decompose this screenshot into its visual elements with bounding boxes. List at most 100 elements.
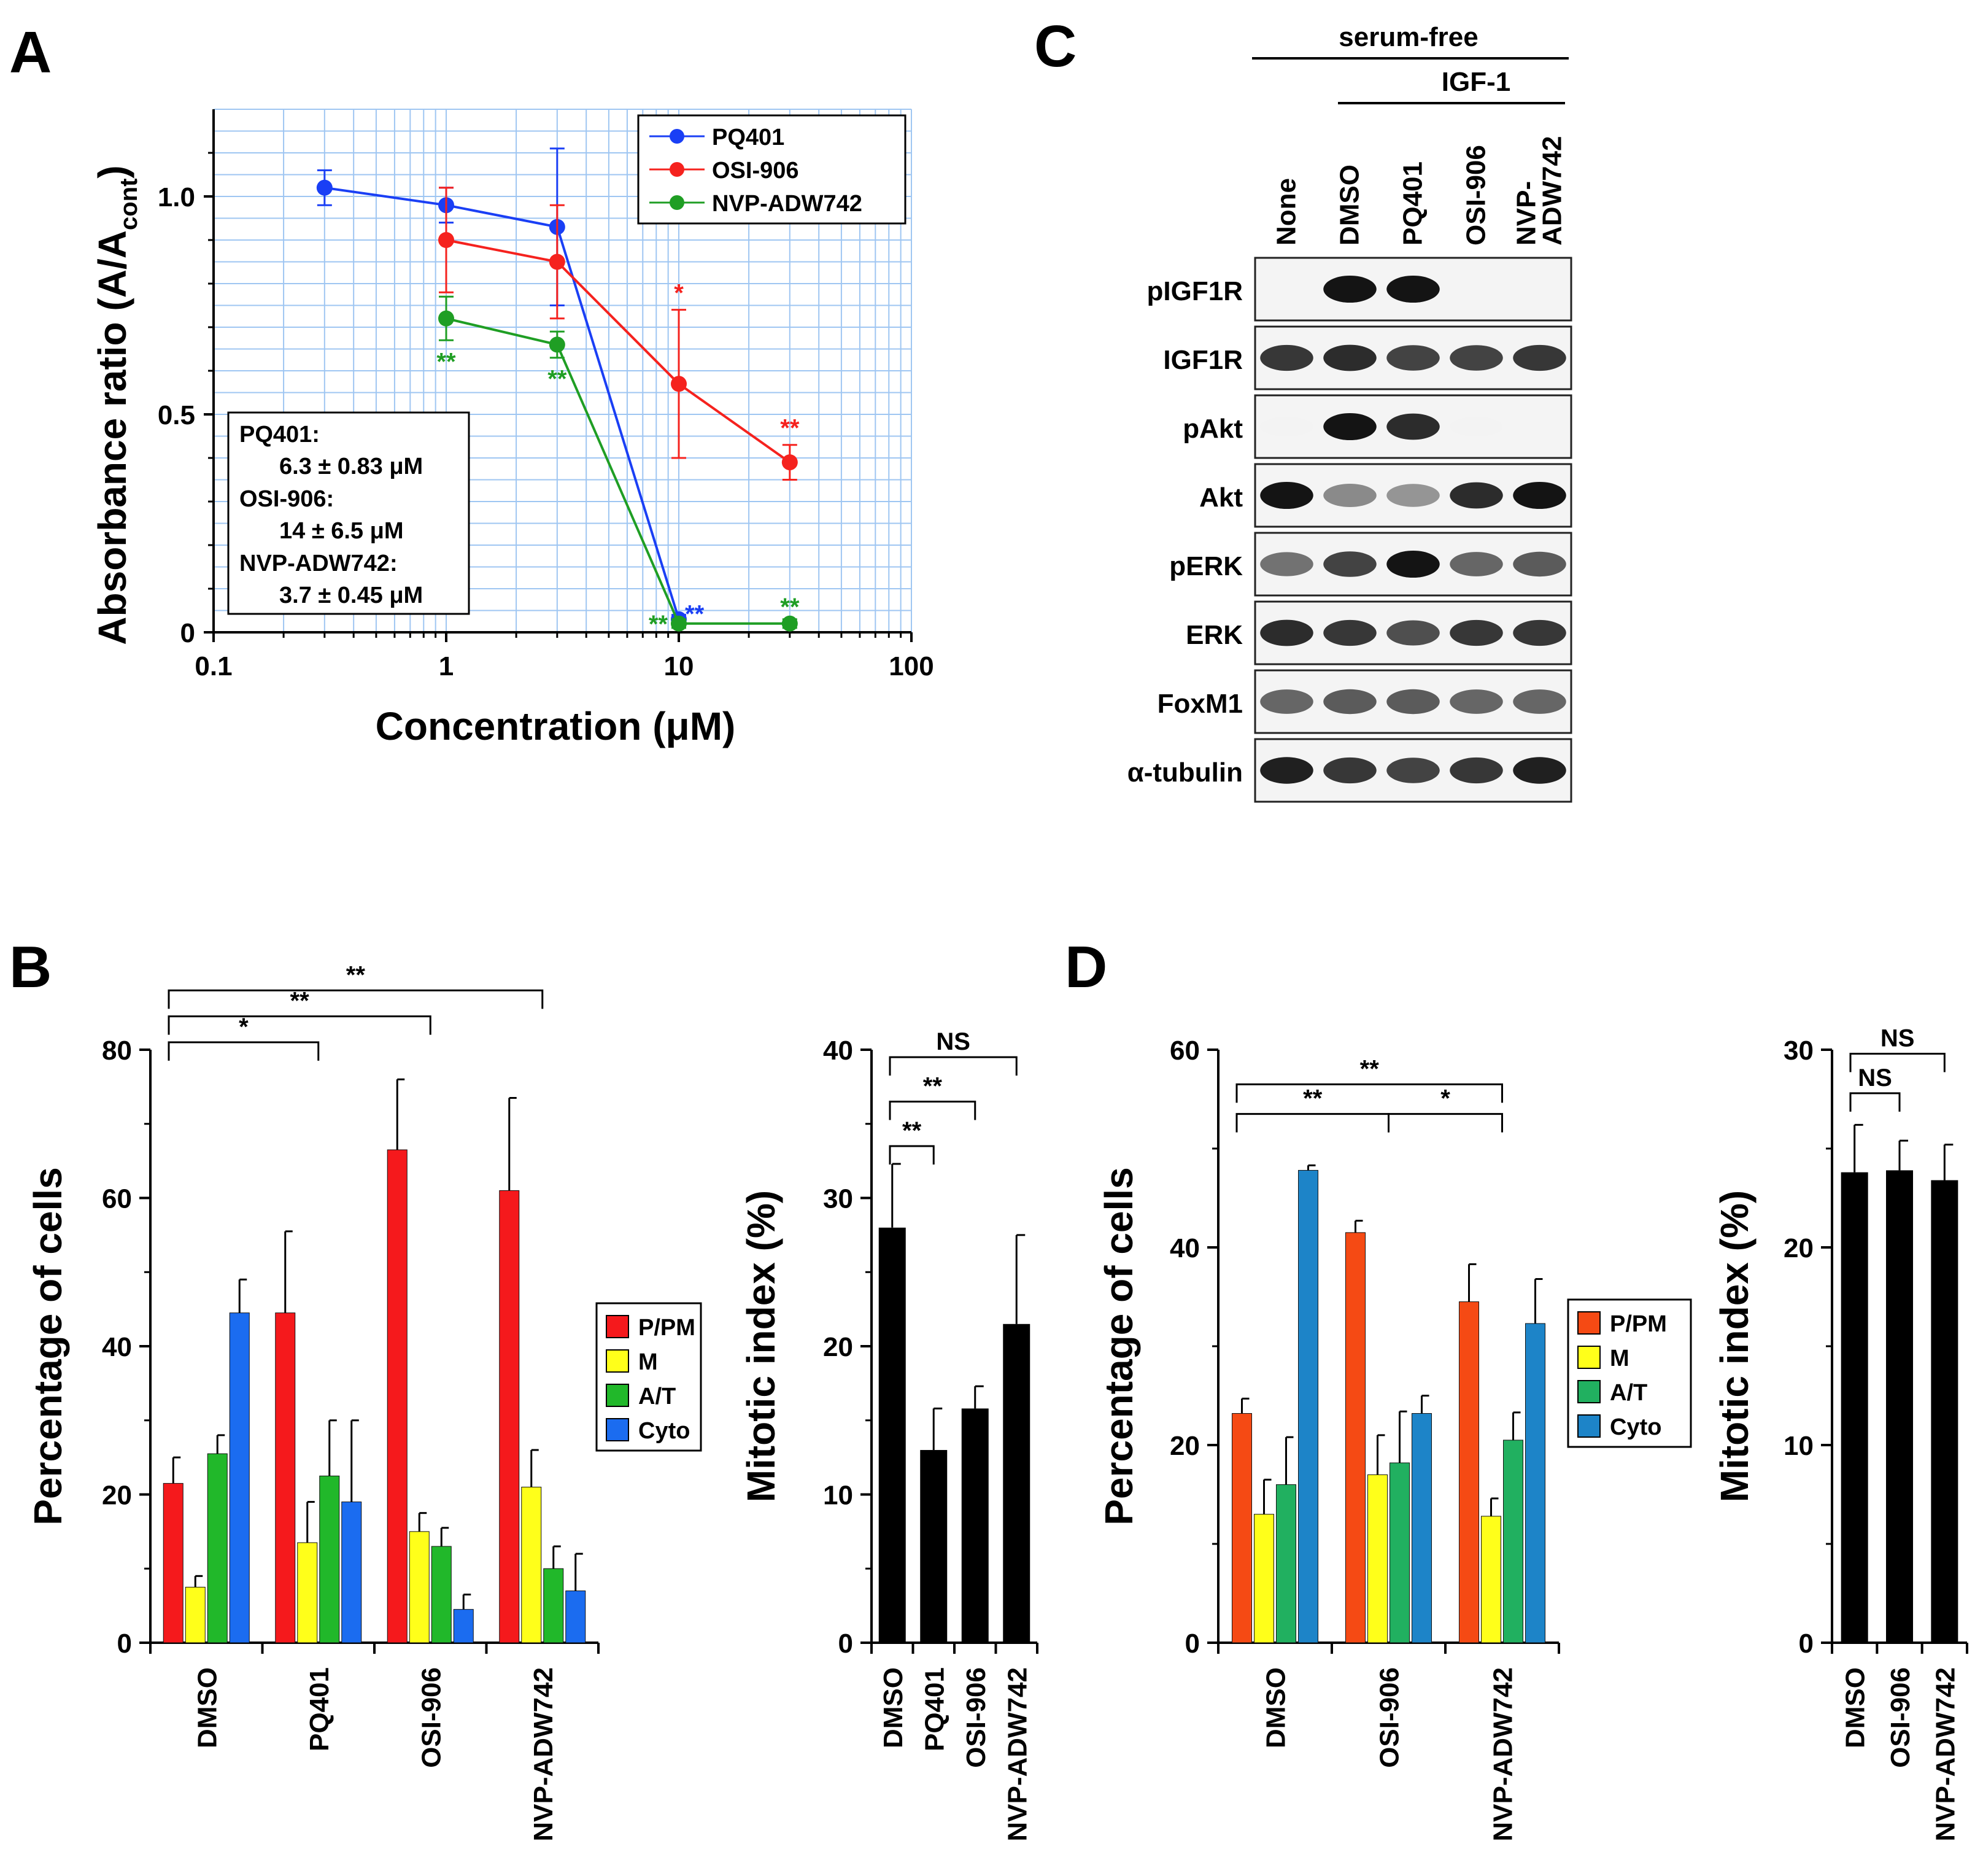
ic50-box-frame <box>227 411 470 615</box>
significance-mark: ** <box>780 594 800 621</box>
bar <box>1276 1484 1296 1643</box>
blot-band <box>1386 758 1440 783</box>
blot-band <box>1260 552 1313 576</box>
blot-band <box>1323 551 1377 577</box>
significance-label: * <box>239 1014 249 1041</box>
western-blot: serum-free IGF-1 None DMSO PQ401 OSI-906 NVP… <box>1127 22 1572 803</box>
blot-row-label: α-tubulin <box>1127 758 1243 788</box>
chart-a-axes: 0.1 1 10 100 0 0.5 1.0 <box>158 109 934 681</box>
blot-band <box>1323 619 1377 646</box>
bar <box>499 1190 520 1643</box>
significance-bracket <box>168 1041 320 1061</box>
blot-band <box>1323 757 1377 784</box>
category-label: DMSO <box>1261 1667 1291 1748</box>
blot-band <box>1513 619 1566 646</box>
blot-band <box>1260 416 1313 437</box>
category-label: DMSO <box>1841 1667 1871 1748</box>
blot-band <box>1450 689 1503 714</box>
bar <box>1931 1180 1958 1643</box>
blot-band <box>1386 484 1440 507</box>
ic50-value-osi906: 14 ± 6.5 μM <box>279 518 404 544</box>
bar <box>1345 1232 1366 1643</box>
ytick-label: 40 <box>102 1332 132 1362</box>
blot-band <box>1260 482 1313 509</box>
bar <box>185 1586 206 1643</box>
chart-a-xtick-label: 10 <box>664 651 694 681</box>
blot-band <box>1323 344 1377 371</box>
blot-header-serum-free: serum-free <box>1339 22 1478 52</box>
category-label: DMSO <box>192 1667 222 1748</box>
category-label: OSI-906 <box>416 1667 446 1768</box>
data-point <box>438 232 454 248</box>
series-line-0 <box>324 186 680 620</box>
blot-lane-label: None <box>1272 178 1302 246</box>
legend-swatch <box>1577 1311 1601 1335</box>
ytick-label: 80 <box>102 1036 132 1066</box>
ytick-label: 20 <box>1170 1431 1200 1461</box>
bar <box>341 1502 362 1643</box>
bar <box>1390 1462 1410 1643</box>
legend-label-nvp: NVP-ADW742 <box>712 191 862 217</box>
significance-bracket <box>1849 1052 1946 1072</box>
significance-label: * <box>1440 1085 1450 1112</box>
significance-label: NS <box>1881 1025 1915 1052</box>
ic50-value-pq401: 6.3 ± 0.83 μM <box>279 454 423 479</box>
blot-band <box>1513 757 1566 784</box>
category-label: NVP-ADW742 <box>1488 1667 1518 1842</box>
blot-band <box>1260 689 1313 714</box>
ytick-label: 30 <box>1784 1036 1814 1066</box>
chart-d-left: 0 20 40 60 Percentage of cells DMSO OSI-906 NVP… <box>1097 1036 1692 1842</box>
blot-lane-label: ADW742 <box>1537 136 1567 246</box>
legend-label: M <box>638 1349 658 1375</box>
significance-bracket <box>889 1145 935 1165</box>
ytick-label: 0 <box>117 1629 132 1659</box>
chart-a-xtick-label: 100 <box>889 651 934 681</box>
bar <box>409 1531 430 1643</box>
bar <box>1232 1413 1252 1643</box>
ylabel: Percentage of cells <box>26 1167 70 1525</box>
bar <box>431 1546 452 1643</box>
bar <box>1459 1301 1479 1643</box>
blot-band <box>1323 413 1377 440</box>
ytick-label: 0 <box>838 1629 853 1659</box>
bar <box>275 1312 296 1643</box>
legend-label: Cyto <box>638 1418 690 1444</box>
bar <box>878 1227 906 1643</box>
series-line-2 <box>446 317 790 625</box>
blot-row-label: pIGF1R <box>1147 276 1243 306</box>
bar <box>1367 1474 1388 1643</box>
significance-label: ** <box>1303 1085 1323 1112</box>
chart-b-right: 0 10 20 30 40 Mitotic index (%) DMSO PQ401 OSI-9… <box>739 1028 1038 1842</box>
chart-a-xlabel: Concentration (μM) <box>376 704 736 748</box>
bar <box>1254 1514 1274 1643</box>
blot-row-label: IGF1R <box>1163 345 1243 375</box>
legend-label: A/T <box>638 1384 676 1409</box>
bar <box>1841 1172 1868 1643</box>
legend-label: Cyto <box>1610 1414 1661 1440</box>
blot-band <box>1386 345 1440 371</box>
blot-band <box>1450 757 1503 784</box>
bar <box>920 1450 948 1643</box>
significance-mark: * <box>674 280 684 307</box>
bar <box>1503 1440 1523 1643</box>
bar <box>229 1312 250 1643</box>
blot-band <box>1386 413 1440 440</box>
ic50-value-nvp: 3.7 ± 0.45 μM <box>279 583 423 608</box>
chart-a-ytick-label: 0 <box>180 618 195 648</box>
data-point <box>671 376 687 392</box>
bar <box>1298 1169 1318 1643</box>
bar <box>565 1590 586 1643</box>
significance-bracket <box>1235 1083 1503 1103</box>
blot-row-label: pAkt <box>1183 414 1243 444</box>
legend-label: A/T <box>1610 1380 1647 1406</box>
chart-a-series: ************* <box>316 147 800 638</box>
blot-band <box>1450 345 1503 371</box>
ytick-label: 30 <box>823 1184 853 1214</box>
legend-swatch <box>1577 1346 1601 1369</box>
ytick-label: 20 <box>102 1481 132 1511</box>
legend-swatch <box>1577 1414 1601 1438</box>
significance-label: NS <box>936 1028 970 1055</box>
data-point <box>781 454 798 471</box>
bar <box>297 1542 318 1643</box>
ylabel: Mitotic index (%) <box>1712 1190 1757 1502</box>
